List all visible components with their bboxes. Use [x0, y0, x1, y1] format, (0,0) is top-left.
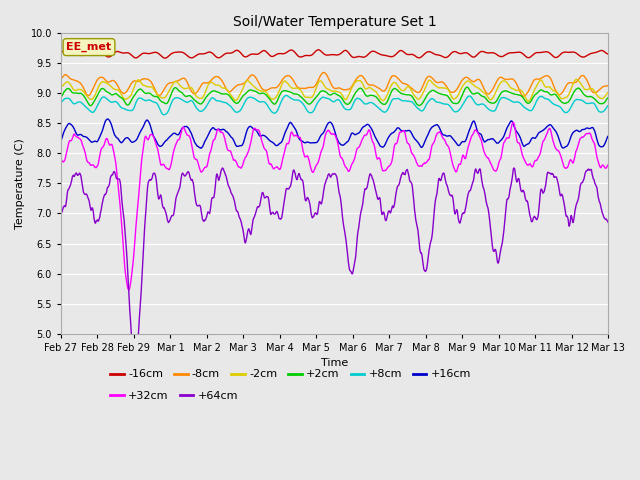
- -8cm: [540, 74, 548, 80]
- +64cm: [420, 267, 428, 273]
- +8cm: [283, 93, 291, 98]
- +16cm: [241, 136, 248, 142]
- +64cm: [492, 247, 499, 252]
- -16cm: [161, 55, 169, 61]
- -2cm: [540, 81, 547, 86]
- -2cm: [604, 90, 612, 96]
- -8cm: [179, 75, 186, 81]
- -2cm: [491, 91, 499, 97]
- +16cm: [540, 127, 548, 132]
- -8cm: [492, 82, 499, 87]
- +8cm: [540, 95, 548, 101]
- -8cm: [420, 81, 428, 87]
- +16cm: [104, 116, 111, 122]
- +16cm: [197, 145, 205, 151]
- -16cm: [57, 49, 65, 55]
- -16cm: [540, 49, 548, 55]
- -2cm: [419, 90, 427, 96]
- Line: -8cm: -8cm: [61, 72, 608, 96]
- -8cm: [520, 94, 527, 99]
- +64cm: [57, 211, 65, 216]
- Line: -2cm: -2cm: [61, 79, 608, 101]
- Line: -16cm: -16cm: [61, 50, 608, 58]
- +32cm: [166, 166, 173, 172]
- +2cm: [166, 95, 173, 101]
- Line: +8cm: +8cm: [61, 96, 608, 115]
- +32cm: [179, 124, 187, 130]
- +32cm: [492, 168, 499, 174]
- +32cm: [604, 162, 612, 168]
- +8cm: [241, 100, 248, 106]
- -16cm: [314, 47, 322, 53]
- +64cm: [540, 189, 548, 195]
- +16cm: [57, 137, 65, 143]
- -8cm: [166, 80, 173, 86]
- +2cm: [492, 99, 499, 105]
- +2cm: [179, 91, 187, 97]
- +32cm: [509, 120, 517, 125]
- +16cm: [179, 124, 187, 130]
- +16cm: [492, 139, 499, 144]
- +32cm: [540, 137, 548, 143]
- +2cm: [57, 93, 65, 99]
- -2cm: [524, 98, 532, 104]
- -8cm: [57, 75, 65, 81]
- +32cm: [125, 287, 132, 293]
- Y-axis label: Temperature (C): Temperature (C): [15, 138, 25, 229]
- +2cm: [604, 95, 612, 101]
- +2cm: [241, 92, 248, 97]
- +8cm: [492, 107, 499, 113]
- +64cm: [179, 171, 187, 177]
- -2cm: [57, 84, 65, 90]
- +64cm: [604, 219, 612, 225]
- +2cm: [463, 84, 471, 90]
- +64cm: [166, 218, 173, 224]
- Legend: +32cm, +64cm: +32cm, +64cm: [110, 391, 238, 400]
- -16cm: [241, 54, 248, 60]
- X-axis label: Time: Time: [321, 359, 348, 369]
- -16cm: [166, 52, 173, 58]
- +16cm: [166, 134, 173, 140]
- -2cm: [179, 85, 186, 91]
- +8cm: [160, 112, 168, 118]
- -2cm: [240, 84, 248, 89]
- +8cm: [57, 99, 65, 105]
- +64cm: [219, 165, 227, 171]
- -16cm: [420, 51, 428, 57]
- -16cm: [179, 49, 187, 55]
- +2cm: [540, 88, 548, 94]
- +64cm: [241, 238, 248, 243]
- Line: +16cm: +16cm: [61, 119, 608, 148]
- +64cm: [132, 360, 140, 366]
- Line: +64cm: +64cm: [61, 168, 608, 363]
- Text: EE_met: EE_met: [67, 42, 111, 52]
- Line: +2cm: +2cm: [61, 87, 608, 106]
- +8cm: [166, 105, 173, 110]
- +32cm: [420, 161, 428, 167]
- -2cm: [573, 76, 580, 82]
- +8cm: [179, 97, 187, 103]
- -8cm: [320, 70, 328, 75]
- -16cm: [604, 51, 612, 57]
- +2cm: [420, 98, 428, 104]
- +32cm: [241, 157, 248, 163]
- +16cm: [604, 133, 612, 139]
- -16cm: [492, 51, 499, 57]
- Title: Soil/Water Temperature Set 1: Soil/Water Temperature Set 1: [232, 15, 436, 29]
- Line: +32cm: +32cm: [61, 122, 608, 290]
- -2cm: [166, 87, 173, 93]
- +32cm: [57, 157, 65, 163]
- +8cm: [420, 106, 428, 112]
- +2cm: [87, 103, 95, 108]
- -8cm: [240, 80, 248, 86]
- -8cm: [604, 83, 612, 89]
- +8cm: [604, 103, 612, 108]
- +16cm: [420, 141, 428, 146]
